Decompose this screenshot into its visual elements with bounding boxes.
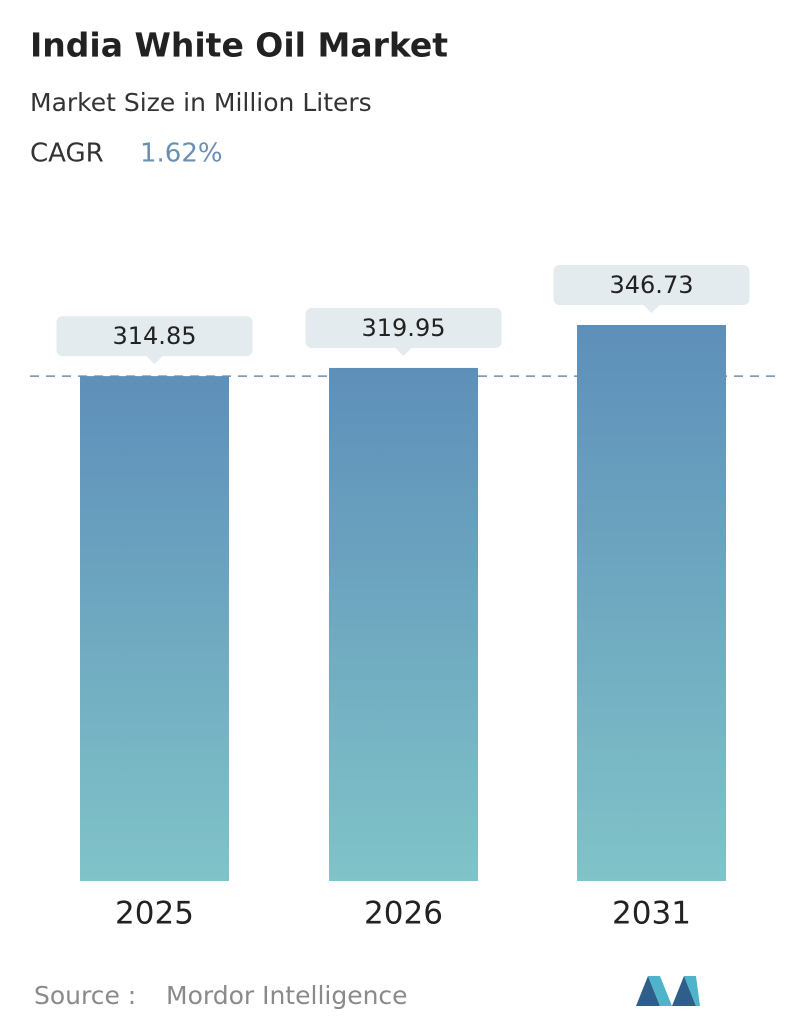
chart-subtitle: Market Size in Million Liters <box>30 88 372 117</box>
value-label: 346.73 <box>610 271 694 299</box>
x-tick-label: 2025 <box>115 896 194 932</box>
bar <box>329 367 478 882</box>
value-label: 319.95 <box>362 314 446 342</box>
source: Mordor Intelligence <box>166 981 408 1010</box>
value-label: 314.85 <box>113 322 197 350</box>
value-callout <box>553 265 750 305</box>
value-callout <box>305 307 502 348</box>
callout-pointer <box>642 304 661 313</box>
chart-title: India White Oil Market <box>30 26 448 65</box>
bar <box>80 376 229 881</box>
logo <box>636 976 700 1006</box>
cagr-label: CAGR <box>30 139 104 169</box>
callout-pointer <box>394 346 413 356</box>
source-label: Source : <box>34 981 136 1010</box>
x-tick-label: 2031 <box>612 896 691 932</box>
x-tick-label: 2026 <box>364 896 443 932</box>
cagr-value: 1.62% <box>140 139 223 169</box>
callout-pointer <box>145 355 164 365</box>
bar <box>577 325 726 881</box>
value-callout <box>56 316 253 357</box>
